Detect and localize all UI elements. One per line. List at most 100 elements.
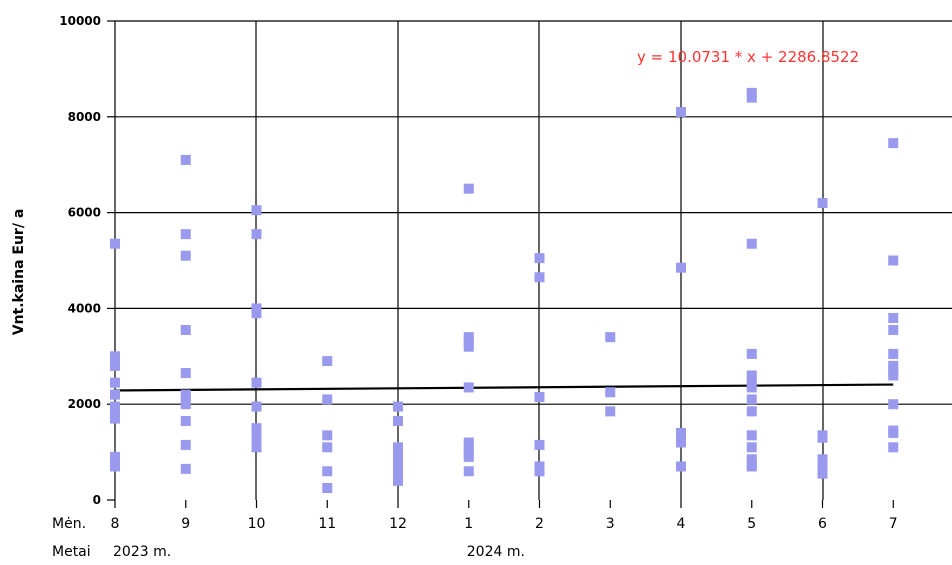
data-point <box>676 437 686 448</box>
data-point <box>393 449 403 460</box>
data-point <box>888 312 899 323</box>
x-tick-label-month: 8 <box>111 516 120 532</box>
data-point <box>463 341 474 352</box>
y-tick-label: 0 <box>93 493 101 507</box>
x-tick-label-month: 2 <box>535 516 544 532</box>
data-point <box>393 415 403 426</box>
x-tick-label-month: 4 <box>677 516 686 532</box>
y-tick-label: 4000 <box>68 301 101 315</box>
data-point <box>393 442 403 453</box>
data-point <box>322 442 333 453</box>
data-point <box>180 154 191 165</box>
data-point <box>251 229 262 240</box>
x-tick-label-month: 3 <box>606 516 615 532</box>
data-point <box>676 461 686 472</box>
y-tick-label: 6000 <box>68 206 101 220</box>
data-point <box>817 468 828 479</box>
data-point <box>251 435 262 446</box>
year-row-label: Metai <box>52 544 91 560</box>
data-point <box>110 401 120 412</box>
data-point <box>180 415 191 426</box>
data-point <box>180 463 191 474</box>
data-point <box>817 461 828 472</box>
data-point <box>534 253 545 264</box>
data-point <box>605 332 616 343</box>
labels-layer: Vnt.kaina Eur/ a y = 10.0731 * x + 2286.… <box>11 14 898 560</box>
data-point <box>746 92 757 103</box>
y-axis-label: Vnt.kaina Eur/ a <box>11 209 27 336</box>
data-point <box>393 459 403 470</box>
x-tick-label-month: 12 <box>389 516 407 532</box>
data-point <box>888 324 899 335</box>
data-point <box>322 466 333 477</box>
trendline <box>114 383 894 392</box>
data-point <box>110 413 120 424</box>
data-point <box>180 250 191 261</box>
data-point <box>534 272 545 283</box>
x-tick-label-month: 6 <box>818 516 827 532</box>
data-point <box>746 430 757 441</box>
x-tick-label-month: 10 <box>248 516 266 532</box>
x-tick-label-month: 7 <box>889 516 898 532</box>
data-point <box>746 370 757 381</box>
data-point <box>746 461 757 472</box>
data-point <box>463 466 474 477</box>
data-point <box>110 360 120 371</box>
data-point <box>817 432 828 443</box>
data-point <box>251 401 262 412</box>
data-point <box>746 406 757 417</box>
data-point <box>393 401 403 412</box>
data-point <box>746 382 757 393</box>
data-point <box>110 461 120 472</box>
data-point <box>251 442 262 453</box>
data-point <box>463 451 474 462</box>
data-point <box>888 255 899 266</box>
x-tick-label-month: 9 <box>181 516 190 532</box>
data-point <box>888 442 899 453</box>
data-point <box>534 439 545 450</box>
data-point <box>534 466 545 477</box>
data-point <box>746 442 757 453</box>
data-point <box>251 308 262 319</box>
data-point <box>746 238 757 249</box>
data-point <box>251 205 262 216</box>
x-tick-label-month: 11 <box>318 516 336 532</box>
x-tick-label-month: 5 <box>747 516 756 532</box>
data-point <box>251 377 262 388</box>
data-point <box>180 399 191 410</box>
trendline-layer <box>114 383 894 392</box>
data-point <box>322 483 333 494</box>
trendline-equation: y = 10.0731 * x + 2286.8522 <box>637 48 859 66</box>
data-point <box>110 238 120 249</box>
data-point <box>888 427 899 438</box>
data-point <box>746 348 757 359</box>
data-point <box>605 406 616 417</box>
data-point <box>393 466 403 477</box>
data-point <box>463 382 474 393</box>
y-tick-label: 10000 <box>59 14 101 28</box>
data-point <box>322 394 333 405</box>
data-point <box>322 430 333 441</box>
data-point <box>393 475 403 486</box>
data-point <box>110 377 120 388</box>
data-point <box>110 451 120 462</box>
y-tick-label: 8000 <box>68 110 101 124</box>
data-point <box>817 198 828 209</box>
data-point <box>888 370 899 381</box>
data-point <box>110 389 120 400</box>
x-tick-label-month: 1 <box>464 516 473 532</box>
data-point <box>888 399 899 410</box>
month-row-label: Mėn. <box>52 516 86 532</box>
y-tick-label: 2000 <box>68 397 101 411</box>
data-point <box>322 356 333 367</box>
data-point <box>817 454 828 465</box>
data-point <box>180 439 191 450</box>
data-point <box>463 183 474 194</box>
data-point <box>888 348 899 359</box>
data-point <box>534 392 545 403</box>
data-point <box>605 387 616 398</box>
data-point <box>676 262 686 273</box>
x-tick-label-year: 2024 m. <box>467 544 525 560</box>
